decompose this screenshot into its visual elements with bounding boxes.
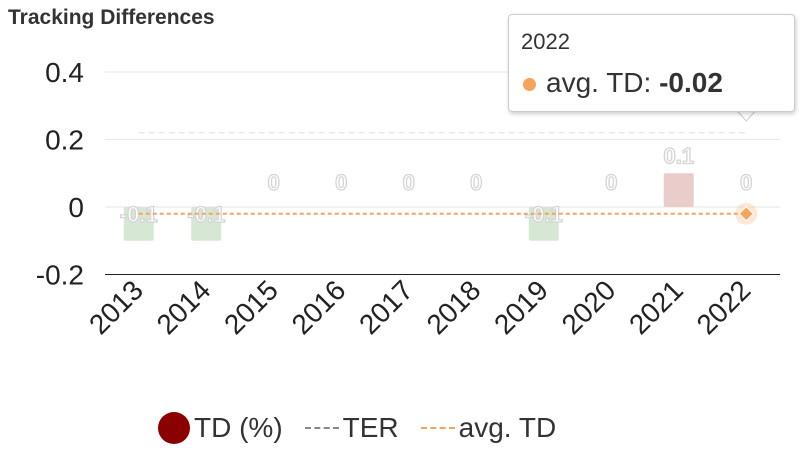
data-label: -0.1	[525, 202, 563, 227]
tooltip-pointer	[736, 110, 756, 122]
x-tick-label: 2018	[421, 274, 487, 340]
x-tick-label: 2020	[556, 274, 622, 340]
tooltip-row: avg. TD: -0.02	[523, 67, 723, 99]
tooltip-value: -0.02	[659, 67, 723, 98]
bar	[528, 207, 559, 241]
x-tick-label: 2022	[691, 274, 757, 340]
series-dot-icon	[523, 78, 536, 92]
legend-dash-icon	[420, 427, 455, 429]
legend: TD (%) TER avg. TD	[158, 412, 578, 444]
legend-label: avg. TD	[458, 412, 557, 443]
data-label: 0	[470, 170, 482, 195]
x-tick-label: 2016	[286, 274, 352, 340]
bar	[191, 207, 222, 241]
legend-label: TD (%)	[194, 412, 283, 443]
y-tick-label: 0.2	[45, 125, 84, 156]
legend-dash-icon	[304, 427, 339, 429]
bar	[663, 173, 694, 207]
tooltip: 2022 avg. TD: -0.02	[508, 14, 795, 112]
data-label: 0	[403, 170, 415, 195]
legend-label: TER	[342, 412, 399, 443]
x-tick-label: 2021	[623, 274, 689, 340]
tooltip-category: 2022	[521, 29, 570, 54]
x-tick-label: 2019	[488, 274, 554, 340]
bar	[123, 207, 154, 241]
legend-item-avg-td[interactable]: avg. TD	[420, 412, 557, 444]
x-tick-label: 2017	[353, 274, 419, 340]
y-tick-label: 0	[68, 192, 84, 223]
tooltip-label: avg. TD:	[546, 67, 660, 98]
y-tick-label: 0.4	[45, 57, 84, 88]
x-tick-label: 2014	[151, 274, 217, 340]
x-tick-label: 2013	[83, 274, 149, 340]
data-label: 0	[268, 170, 280, 195]
y-tick-label: -0.2	[36, 260, 84, 291]
x-tick-label: 2015	[218, 274, 284, 340]
legend-item-ter[interactable]: TER	[304, 412, 399, 444]
data-label: 0.1	[663, 143, 694, 168]
data-label: 0	[740, 170, 752, 195]
avg-td-marker	[738, 206, 754, 222]
data-label: 0	[335, 170, 347, 195]
chart-title: Tracking Differences	[8, 6, 215, 29]
legend-circle-icon	[158, 412, 190, 444]
legend-item-td[interactable]: TD (%)	[158, 412, 283, 444]
data-label: 0	[605, 170, 617, 195]
